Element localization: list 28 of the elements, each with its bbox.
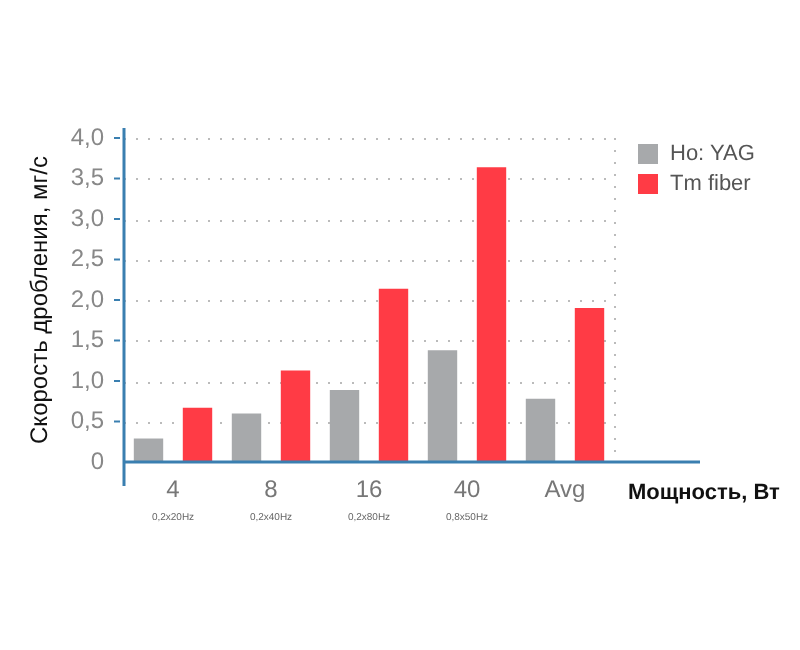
x-tick-label: 16 [355,474,383,503]
bar [133,438,164,462]
y-tick-label: 1,5 [70,325,105,354]
bar [427,350,458,462]
x-tick-label: Avg [544,474,586,503]
bar [378,288,409,462]
bar [525,398,556,462]
bar [280,370,311,462]
bar [574,308,605,462]
x-axis-title: Мощность, Вт [628,481,782,506]
y-tick-label: 2,0 [70,284,105,313]
y-tick-label: 2,5 [70,244,105,273]
y-axis-title: Скорость дробления, мг/с [24,156,53,444]
bar [182,407,213,462]
bar [476,167,507,462]
y-tick-label: 1,0 [70,365,105,394]
y-tick-label: 0 [90,446,105,475]
bar [231,413,262,462]
y-tick-label: 3,0 [70,203,105,232]
x-tick-label: 40 [453,474,481,503]
legend-label: Tm fiber [670,172,752,197]
legend-label: Ho: YAG [670,142,755,167]
bar [329,389,360,462]
x-tick-label: 4 [166,474,181,503]
x-tick-label: 8 [264,474,279,503]
y-tick-label: 0,5 [70,406,105,435]
y-tick-label: 4,0 [70,122,105,151]
y-tick-label: 3,5 [70,163,105,192]
